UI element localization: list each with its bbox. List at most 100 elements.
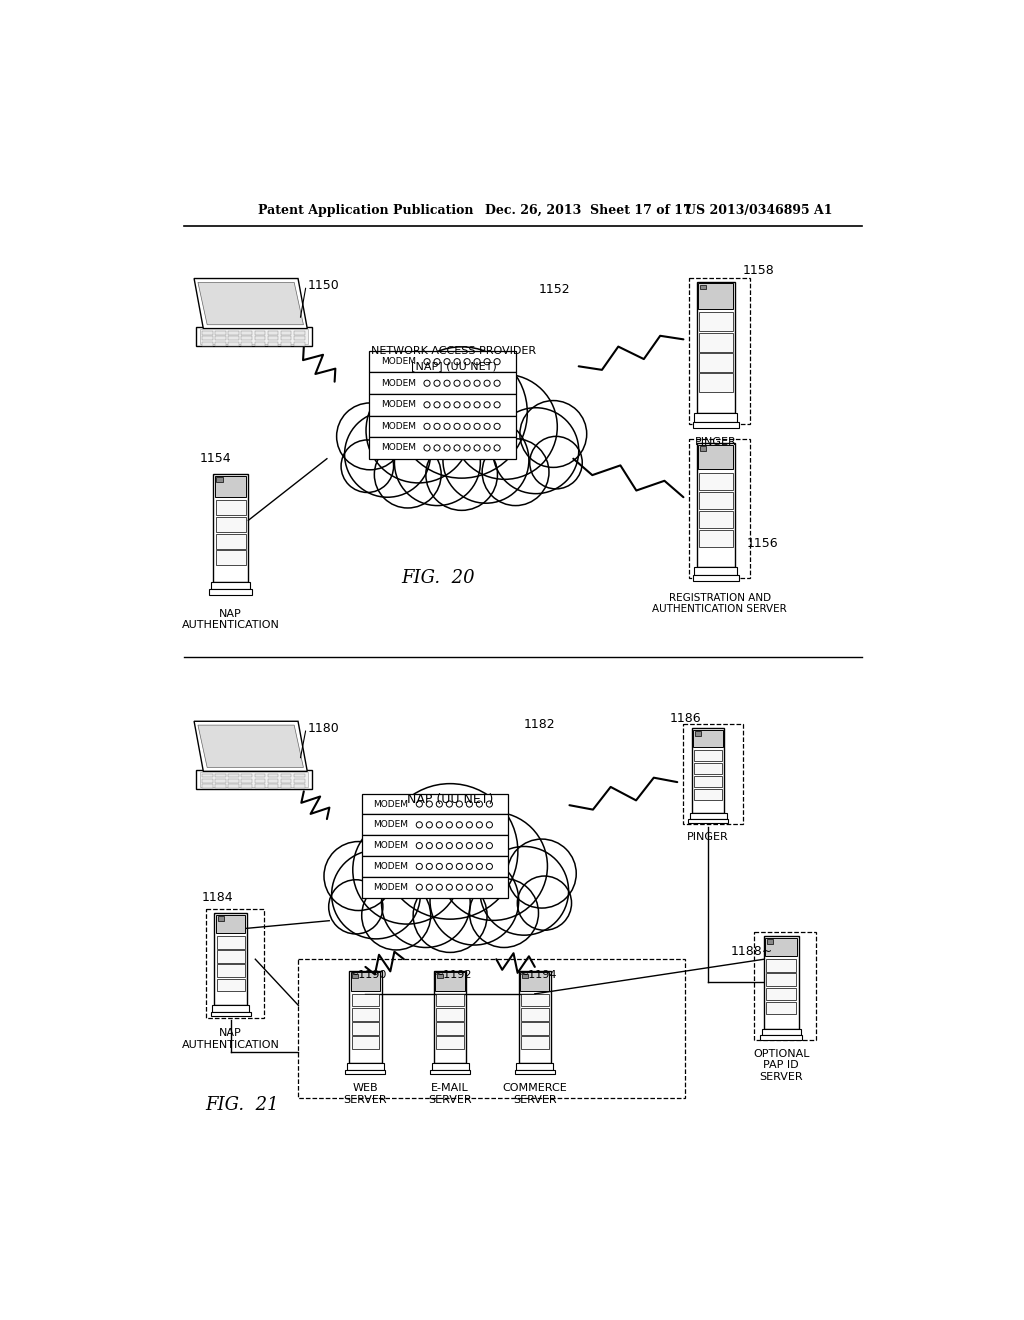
Bar [281, 342, 292, 346]
Bar [361, 855, 508, 876]
Circle shape [426, 822, 432, 828]
Bar [436, 994, 464, 1006]
Bar [698, 529, 733, 548]
Bar [206, 909, 264, 1019]
Bar [217, 936, 245, 949]
Bar [212, 1006, 249, 1012]
Circle shape [416, 842, 422, 849]
Bar [216, 915, 246, 933]
Bar [294, 774, 304, 777]
Text: MODEM: MODEM [381, 422, 416, 430]
Bar [216, 478, 222, 482]
Bar [242, 774, 252, 777]
Bar [765, 937, 797, 956]
Circle shape [457, 842, 463, 849]
Bar [217, 978, 245, 991]
Bar [352, 974, 358, 978]
Text: MODEM: MODEM [374, 841, 409, 850]
Circle shape [446, 842, 453, 849]
Circle shape [426, 842, 432, 849]
Bar [698, 473, 733, 490]
Bar [699, 285, 706, 289]
Bar [255, 337, 265, 341]
Bar [766, 960, 797, 972]
Circle shape [486, 884, 493, 890]
Bar [281, 784, 292, 788]
Circle shape [439, 812, 548, 920]
Bar [688, 818, 728, 824]
Circle shape [494, 445, 500, 451]
Circle shape [464, 445, 470, 451]
Circle shape [470, 879, 539, 948]
Circle shape [474, 401, 480, 408]
Circle shape [426, 863, 432, 870]
Bar [766, 1002, 797, 1014]
Bar [699, 446, 706, 451]
Circle shape [434, 359, 440, 364]
Circle shape [424, 359, 430, 364]
Bar [242, 784, 252, 788]
Circle shape [444, 359, 451, 364]
Bar [351, 994, 379, 1006]
Text: ~1192: ~1192 [435, 970, 472, 979]
Bar [202, 784, 213, 788]
Circle shape [466, 801, 472, 807]
Bar [694, 788, 722, 800]
Circle shape [424, 401, 430, 408]
Bar [216, 533, 246, 549]
Bar [216, 517, 246, 532]
Circle shape [341, 440, 393, 492]
Bar [521, 1008, 549, 1020]
Circle shape [332, 850, 420, 939]
Bar [211, 582, 250, 590]
Text: E-MAIL
SERVER: E-MAIL SERVER [428, 1084, 472, 1105]
Text: MODEM: MODEM [374, 862, 409, 871]
Bar [436, 1036, 464, 1049]
Text: 1188~: 1188~ [731, 945, 773, 958]
Bar [698, 445, 733, 470]
Circle shape [394, 420, 480, 506]
Circle shape [457, 801, 463, 807]
Bar [211, 1012, 251, 1016]
Circle shape [413, 879, 487, 953]
Circle shape [366, 378, 471, 483]
Bar [694, 566, 737, 576]
Bar [696, 444, 735, 566]
Circle shape [474, 380, 480, 387]
Circle shape [484, 424, 490, 429]
Bar [351, 973, 380, 991]
Bar [267, 342, 279, 346]
Bar [516, 1063, 553, 1069]
Bar [242, 331, 252, 335]
Bar [267, 337, 279, 341]
Bar [694, 750, 722, 762]
Text: NETWORK ACCESS PROVIDER: NETWORK ACCESS PROVIDER [372, 346, 537, 356]
Text: MODEM: MODEM [381, 379, 416, 388]
Circle shape [329, 879, 383, 935]
Circle shape [453, 375, 557, 479]
Bar [216, 550, 246, 565]
Circle shape [444, 380, 451, 387]
Bar [521, 994, 549, 1006]
Bar [361, 876, 508, 898]
Circle shape [454, 424, 460, 429]
Bar [267, 774, 279, 777]
Text: 1186: 1186 [670, 713, 701, 726]
Circle shape [466, 842, 472, 849]
Bar [521, 974, 528, 978]
Circle shape [464, 401, 470, 408]
Circle shape [426, 884, 432, 890]
Bar [215, 337, 226, 341]
Bar [228, 784, 240, 788]
Bar [521, 1022, 549, 1035]
Bar [351, 1022, 379, 1035]
Circle shape [375, 441, 441, 508]
Bar [435, 973, 465, 991]
Circle shape [494, 424, 500, 429]
Bar [255, 331, 265, 335]
Circle shape [361, 880, 431, 950]
Bar [215, 784, 226, 788]
Circle shape [520, 400, 587, 467]
Bar [215, 342, 226, 346]
Bar [281, 337, 292, 341]
